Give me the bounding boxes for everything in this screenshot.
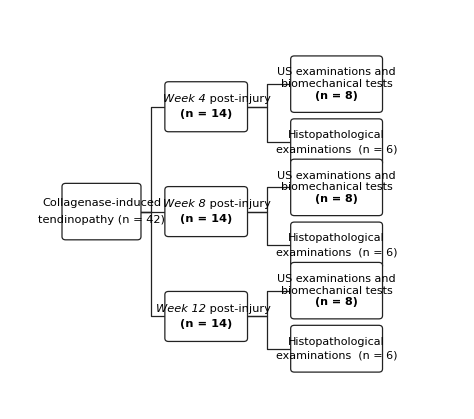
Text: US examinations and: US examinations and — [277, 171, 396, 181]
Text: (n = 8): (n = 8) — [315, 297, 358, 307]
Text: Week 4: Week 4 — [164, 94, 206, 104]
Text: Week 12: Week 12 — [156, 304, 206, 314]
Text: (n = 8): (n = 8) — [315, 194, 358, 204]
Text: biomechanical tests: biomechanical tests — [281, 79, 392, 89]
Text: examinations  (n = 6): examinations (n = 6) — [276, 144, 397, 154]
FancyBboxPatch shape — [165, 186, 247, 237]
Text: post-injury: post-injury — [206, 94, 271, 104]
Text: Week 8: Week 8 — [164, 199, 206, 209]
FancyBboxPatch shape — [291, 119, 383, 166]
FancyBboxPatch shape — [62, 184, 141, 240]
Text: Histopathological: Histopathological — [288, 233, 385, 243]
Text: US examinations and: US examinations and — [277, 274, 396, 284]
Text: US examinations and: US examinations and — [277, 67, 396, 78]
Text: Histopathological: Histopathological — [288, 336, 385, 347]
FancyBboxPatch shape — [291, 159, 383, 216]
FancyBboxPatch shape — [165, 82, 247, 132]
Text: post-injury: post-injury — [206, 304, 271, 314]
Text: examinations  (n = 6): examinations (n = 6) — [276, 351, 397, 361]
FancyBboxPatch shape — [165, 292, 247, 341]
Text: biomechanical tests: biomechanical tests — [281, 286, 392, 296]
Text: (n = 14): (n = 14) — [180, 109, 232, 119]
Text: Collagenase-induced: Collagenase-induced — [42, 198, 161, 208]
Text: tendinopathy (n = 42): tendinopathy (n = 42) — [38, 215, 165, 225]
Text: biomechanical tests: biomechanical tests — [281, 182, 392, 192]
FancyBboxPatch shape — [291, 56, 383, 112]
Text: (n = 8): (n = 8) — [315, 91, 358, 101]
FancyBboxPatch shape — [291, 325, 383, 372]
FancyBboxPatch shape — [291, 262, 383, 319]
Text: examinations  (n = 6): examinations (n = 6) — [276, 248, 397, 258]
FancyBboxPatch shape — [291, 222, 383, 269]
Text: (n = 14): (n = 14) — [180, 319, 232, 329]
Text: (n = 14): (n = 14) — [180, 214, 232, 224]
Text: Histopathological: Histopathological — [288, 130, 385, 140]
Text: post-injury: post-injury — [206, 199, 271, 209]
